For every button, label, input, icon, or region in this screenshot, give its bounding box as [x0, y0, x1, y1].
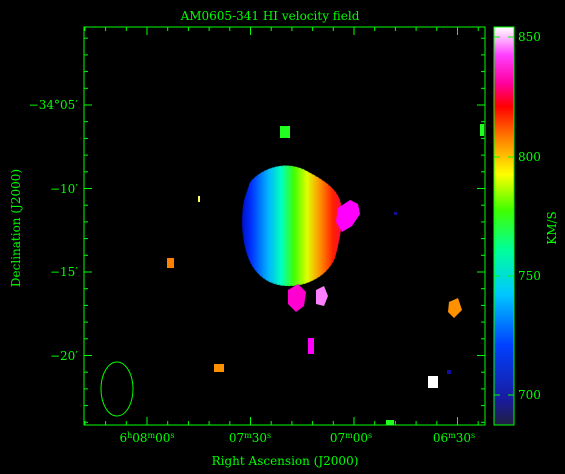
- axis-ticks: [84, 27, 485, 425]
- colorbar-tick-label: 800: [518, 150, 541, 164]
- plot-frame: [83, 26, 486, 426]
- colorbar: 850 800 750 700 KM/S: [493, 26, 559, 426]
- dec-tick-label: −15′: [50, 265, 78, 279]
- x-axis-label: Right Ascension (J2000): [212, 454, 359, 468]
- y-axis-label: Declination (J2000): [9, 169, 23, 287]
- colorbar-frame: [493, 26, 515, 426]
- beam-ellipse: [100, 361, 134, 417]
- galaxy-velocity-map: [241, 164, 343, 287]
- figure-title: AM0605-341 HI velocity field: [180, 9, 360, 23]
- ra-tick-labels: 6h08m00s 07m30s 07m00s 06m30s: [119, 431, 475, 445]
- ra-tick-label: 07m00s: [330, 431, 372, 445]
- dec-tick-label: −20′: [50, 349, 78, 363]
- colorbar-label: KM/S: [545, 211, 559, 245]
- ra-tick-label: 07m30s: [229, 431, 271, 445]
- colorbar-tick-label: 850: [518, 30, 541, 44]
- hi-clumps: [167, 124, 484, 425]
- dec-tick-label: −10′: [50, 182, 78, 196]
- dec-tick-labels: −34°05′ −10′ −15′ −20′: [29, 98, 79, 363]
- dec-tick-label: −34°05′: [29, 98, 79, 112]
- ra-tick-label: 06m30s: [433, 431, 475, 445]
- colorbar-tick-label: 750: [518, 269, 541, 283]
- ra-tick-label: 6h08m00s: [119, 431, 174, 445]
- colorbar-gradient: [494, 27, 514, 425]
- colorbar-tick-label: 700: [518, 388, 541, 402]
